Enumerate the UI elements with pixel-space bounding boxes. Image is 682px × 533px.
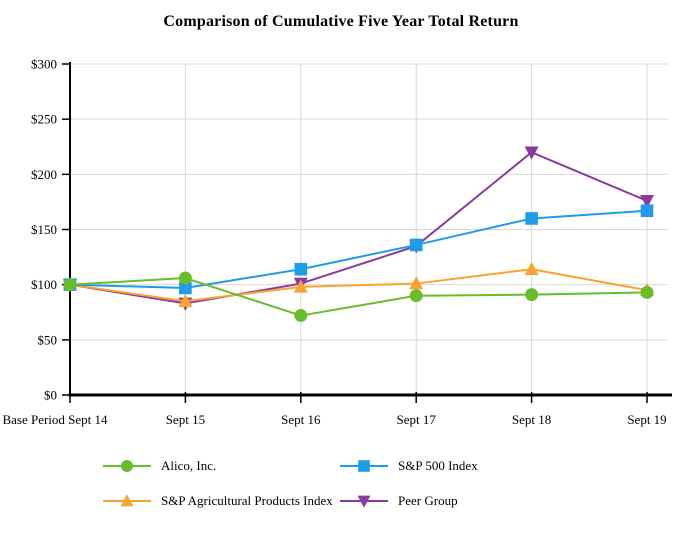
y-tick-label: $0 xyxy=(44,388,57,403)
data-point-alico-inc xyxy=(525,288,539,302)
data-point-alico-inc xyxy=(63,278,77,292)
series-line-s-p-500-index xyxy=(69,209,648,289)
data-point-s-p-500-index xyxy=(409,238,423,252)
data-point-s-p-500-index xyxy=(294,262,308,276)
data-point-s-p-500-index xyxy=(179,281,192,295)
legend-marker-square xyxy=(358,459,370,472)
data-point-s-p-agricultural-products-index xyxy=(409,276,424,290)
legend-swatch-graphic xyxy=(103,493,151,506)
legend-marker-circle xyxy=(121,459,133,472)
x-tick-label: Sept 17 xyxy=(397,412,437,427)
y-tick-label: $300 xyxy=(31,57,57,72)
data-point-peer-group xyxy=(524,146,539,160)
legend-swatch-graphic xyxy=(340,495,388,508)
legend-swatch-graphic xyxy=(103,459,151,472)
data-point-peer-group xyxy=(640,195,654,209)
alico-line-marker-icon xyxy=(103,458,151,474)
series-line-peer-group xyxy=(69,151,648,305)
legend-swatch-graphic xyxy=(340,459,388,472)
data-point-s-p-500-index xyxy=(640,204,654,218)
data-point-s-p-agricultural-products-index xyxy=(524,261,539,276)
legend-item-sp500: S&P 500 Index xyxy=(340,458,478,474)
legend-label-sp-agricultural: S&P Agricultural Products Index xyxy=(161,492,333,508)
y-tick-label: $150 xyxy=(31,222,57,237)
data-point-s-p-500-index xyxy=(525,212,538,225)
x-tick-label: Sept 19 xyxy=(627,412,666,427)
legend-item-sp-agricultural: S&P Agricultural Products Index xyxy=(103,493,340,509)
performance-line-chart: $0 $50 $100 $150 $200 $250 $300 Base Period Sep… xyxy=(2,57,672,427)
legend-marker-triangle-up xyxy=(120,493,134,506)
x-tick-label: Sept 15 xyxy=(166,412,205,427)
data-point-alico-inc xyxy=(178,271,192,285)
peer-group-line-marker-icon xyxy=(340,493,388,509)
data-point-alico-inc xyxy=(640,285,654,299)
y-tick-label: $200 xyxy=(31,167,57,182)
legend-label-alico: Alico, Inc. xyxy=(161,457,217,473)
chart-title: Comparison of Cumulative Five Year Total… xyxy=(163,13,519,30)
series-line-s-p-agricultural-products-index xyxy=(69,268,648,303)
x-tick-label: Sept 16 xyxy=(281,412,321,427)
legend-item-alico: Alico, Inc. xyxy=(103,458,340,474)
data-point-s-p-agricultural-products-index xyxy=(178,293,193,308)
chart-legend: Alico, Inc. S&P 500 Index S&P Agricultur… xyxy=(103,448,478,518)
legend-item-peer-group: Peer Group xyxy=(340,493,478,509)
y-tick-label: $100 xyxy=(31,277,57,292)
data-point-s-p-agricultural-products-index xyxy=(293,279,308,293)
y-tick-label: $50 xyxy=(38,332,58,347)
x-tick-label: Base Period Sept 14 xyxy=(2,412,108,427)
legend-marker-triangle-down xyxy=(357,495,371,508)
series-line-alico-inc xyxy=(69,277,648,317)
data-point-alico-inc xyxy=(294,309,308,323)
legend-label-sp500: S&P 500 Index xyxy=(398,457,478,473)
data-point-alico-inc xyxy=(409,289,423,303)
sp-agricultural-line-marker-icon xyxy=(103,493,151,509)
y-tick-label: $250 xyxy=(31,112,57,127)
sp500-line-marker-icon xyxy=(340,458,388,474)
x-tick-label: Sept 18 xyxy=(512,412,551,427)
legend-label-peer-group: Peer Group xyxy=(398,492,458,508)
